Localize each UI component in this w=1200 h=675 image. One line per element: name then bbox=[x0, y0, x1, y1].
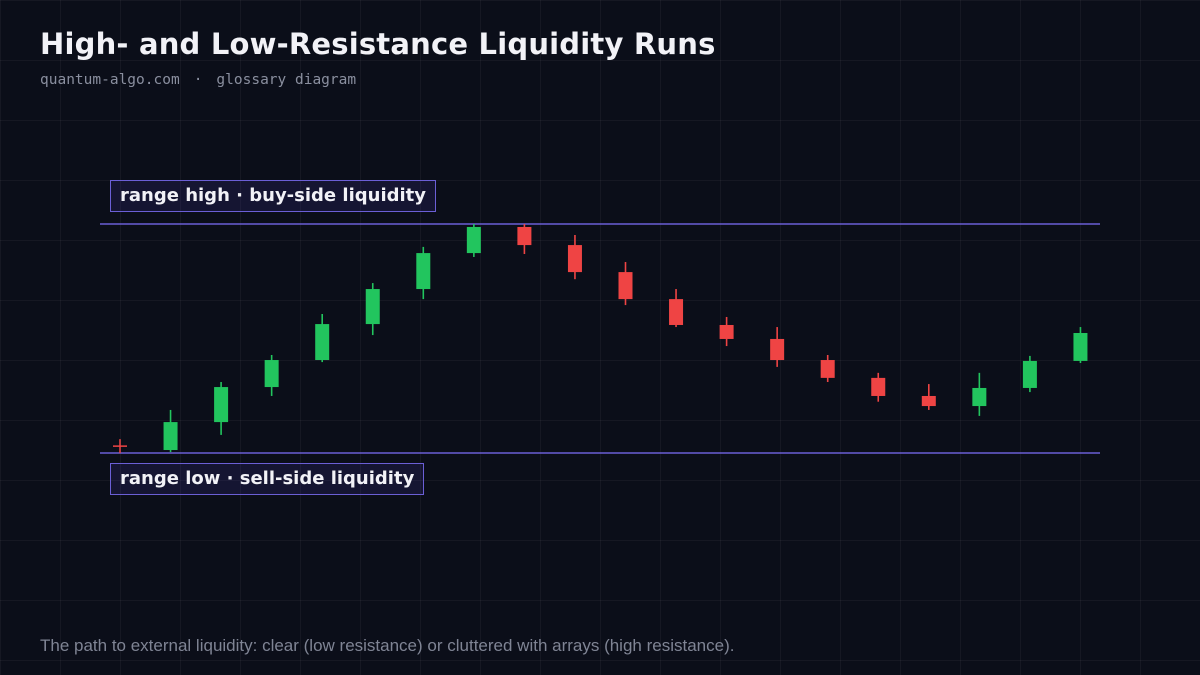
bullish-candle bbox=[1022, 355, 1037, 393]
candle-body bbox=[416, 253, 431, 290]
bullish-candle bbox=[214, 382, 229, 435]
bullish-candle bbox=[315, 313, 330, 363]
subtitle-separator: · bbox=[193, 72, 203, 88]
bearish-candle bbox=[567, 234, 582, 280]
candle-body bbox=[517, 226, 532, 246]
candles-group bbox=[113, 224, 1088, 454]
bearish-candle bbox=[618, 262, 633, 306]
diagram-tag: glossary diagram bbox=[216, 72, 357, 88]
candle-body bbox=[1073, 333, 1088, 361]
candle-body bbox=[163, 422, 178, 451]
bullish-candle bbox=[163, 409, 178, 453]
candle-body bbox=[972, 387, 987, 407]
candle-body bbox=[466, 226, 481, 254]
bullish-candle bbox=[972, 372, 987, 416]
caption: The path to external liquidity: clear (l… bbox=[40, 636, 735, 655]
bullish-candle bbox=[1073, 327, 1088, 364]
bearish-candle bbox=[517, 224, 532, 254]
candle-body bbox=[315, 324, 330, 361]
range-high-label: range high · buy-side liquidity bbox=[110, 180, 436, 212]
candle-body bbox=[770, 338, 785, 361]
range-low-label: range low · sell-side liquidity bbox=[110, 463, 425, 495]
candle-body bbox=[214, 387, 229, 423]
candle-body bbox=[365, 289, 380, 325]
candle-body bbox=[567, 245, 582, 273]
candle-body bbox=[719, 324, 734, 339]
bullish-candle bbox=[416, 246, 431, 300]
subtitle: quantum-algo.com · glossary diagram bbox=[40, 72, 356, 88]
bearish-candle bbox=[871, 372, 886, 402]
bearish-candle bbox=[719, 316, 734, 347]
candle-body bbox=[820, 360, 835, 378]
bearish-candle bbox=[669, 289, 684, 328]
bearish-candle bbox=[921, 384, 936, 410]
bullish-candle bbox=[466, 224, 481, 257]
candle-body bbox=[618, 272, 633, 300]
bullish-candle bbox=[264, 354, 279, 396]
candle-body bbox=[871, 377, 886, 396]
page-title: High- and Low-Resistance Liquidity Runs bbox=[40, 27, 716, 61]
start-marker bbox=[113, 439, 127, 454]
candle-body bbox=[1022, 360, 1037, 388]
candle-body bbox=[921, 395, 936, 407]
source-domain: quantum-algo.com bbox=[40, 72, 180, 88]
candle-body bbox=[669, 299, 684, 325]
candle-body bbox=[264, 360, 279, 388]
bearish-candle bbox=[820, 354, 835, 383]
bullish-candle bbox=[365, 283, 380, 336]
bearish-candle bbox=[770, 327, 785, 367]
